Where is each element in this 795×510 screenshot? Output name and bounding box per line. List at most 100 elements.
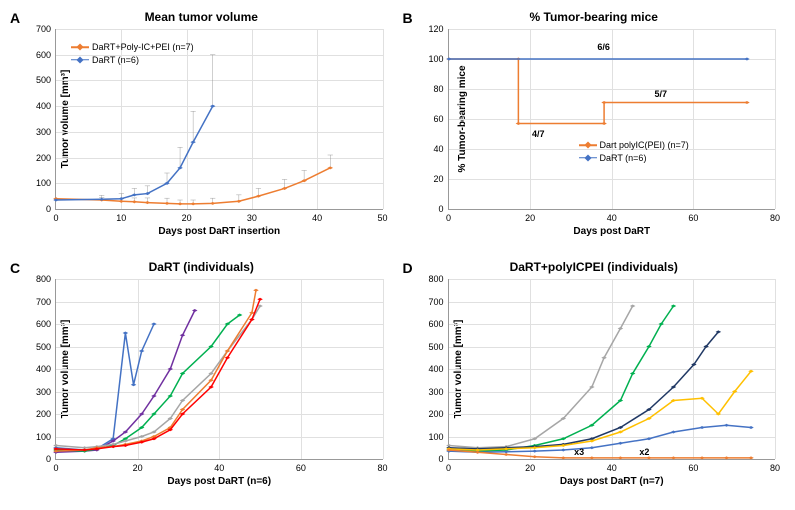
ytick: 800 xyxy=(419,274,444,284)
xlabel: Days post DaRT (n=6) xyxy=(167,476,271,487)
marker xyxy=(225,356,231,359)
ytick: 600 xyxy=(26,50,51,60)
marker xyxy=(139,349,145,352)
xtick: 40 xyxy=(607,213,617,223)
chart-title: % Tumor-bearing mice xyxy=(403,10,786,24)
ytick: 200 xyxy=(419,409,444,419)
xtick: 40 xyxy=(214,463,224,473)
marker xyxy=(132,200,138,203)
xtick: 10 xyxy=(116,213,126,223)
ytick: 0 xyxy=(26,204,51,214)
panel-B: B% Tumor-bearing mice% Tumor-bearing mic… xyxy=(403,10,786,250)
annotation: x2 xyxy=(639,447,649,457)
marker xyxy=(589,456,595,459)
ytick: 400 xyxy=(419,364,444,374)
marker xyxy=(617,456,623,459)
marker xyxy=(744,101,750,104)
ytick: 60 xyxy=(419,114,444,124)
ytick: 400 xyxy=(26,101,51,111)
marker xyxy=(531,455,537,458)
ytick: 0 xyxy=(419,204,444,214)
ytick: 600 xyxy=(26,319,51,329)
ytick: 400 xyxy=(26,364,51,374)
marker xyxy=(670,304,676,307)
chart-area: Tumor volume [mm³]Days post DaRT (n=7)01… xyxy=(448,279,776,460)
marker xyxy=(748,426,754,429)
ytick: 500 xyxy=(419,342,444,352)
chart-title: DaRT+polyICPEI (individuals) xyxy=(403,260,786,274)
ytick: 0 xyxy=(419,454,444,464)
xtick: 0 xyxy=(53,213,58,223)
plot-svg xyxy=(56,279,383,459)
marker xyxy=(744,57,750,60)
gridline xyxy=(775,29,776,209)
annotation: 5/7 xyxy=(654,89,667,99)
series-line xyxy=(449,306,633,448)
ytick: 700 xyxy=(26,24,51,34)
panel-C: CDaRT (individuals)Tumor volume [mm³]Day… xyxy=(10,260,393,500)
legend-item: Dart polyIC(PEI) (n=7) xyxy=(579,139,689,152)
ytick: 300 xyxy=(419,387,444,397)
marker xyxy=(190,202,196,205)
ytick: 600 xyxy=(419,319,444,329)
marker xyxy=(531,450,537,453)
xlabel: Days post DaRT insertion xyxy=(158,226,280,237)
series-line xyxy=(56,168,330,204)
gridline xyxy=(383,279,384,459)
marker xyxy=(225,349,231,352)
legend-item: DaRT (n=6) xyxy=(71,54,194,67)
ytick: 100 xyxy=(26,432,51,442)
marker xyxy=(192,309,198,312)
marker xyxy=(601,101,607,104)
marker xyxy=(617,327,623,330)
chart-title: DaRT (individuals) xyxy=(10,260,393,274)
marker xyxy=(731,390,737,393)
xtick: 80 xyxy=(770,463,780,473)
ytick: 100 xyxy=(419,54,444,64)
marker xyxy=(629,304,635,307)
marker xyxy=(210,202,216,205)
marker xyxy=(180,334,186,337)
xtick: 0 xyxy=(53,463,58,473)
xtick: 20 xyxy=(133,463,143,473)
ytick: 700 xyxy=(26,297,51,307)
series-line xyxy=(449,371,751,450)
series-line xyxy=(56,106,213,200)
chart-title: Mean tumor volume xyxy=(10,10,393,24)
plot-svg xyxy=(449,29,776,209)
annotation: 6/6 xyxy=(597,42,610,52)
ytick: 200 xyxy=(26,409,51,419)
marker xyxy=(629,372,635,375)
marker xyxy=(257,298,263,301)
legend: Dart polyIC(PEI) (n=7)DaRT (n=6) xyxy=(579,139,689,164)
marker xyxy=(131,383,137,386)
marker xyxy=(560,456,566,459)
marker xyxy=(177,202,183,205)
marker xyxy=(145,201,151,204)
series-line xyxy=(449,306,673,451)
ytick: 80 xyxy=(419,84,444,94)
marker xyxy=(646,345,652,348)
marker xyxy=(249,318,255,321)
legend-label: DaRT+Poly-IC+PEI (n=7) xyxy=(92,41,194,54)
ytick: 100 xyxy=(26,178,51,188)
xtick: 0 xyxy=(446,213,451,223)
ytick: 500 xyxy=(26,75,51,85)
marker xyxy=(723,456,729,459)
ytick: 100 xyxy=(419,432,444,442)
marker xyxy=(748,456,754,459)
marker xyxy=(601,356,607,359)
xlabel: Days post DaRT (n=7) xyxy=(560,476,664,487)
marker xyxy=(589,446,595,449)
annotation: 4/7 xyxy=(532,129,545,139)
panel-D: DDaRT+polyICPEI (individuals)Tumor volum… xyxy=(403,260,786,500)
chart-area: Tumor volume [mm³]Days post DaRT inserti… xyxy=(55,29,383,210)
xtick: 0 xyxy=(446,463,451,473)
series-line xyxy=(449,59,747,124)
xtick: 40 xyxy=(312,213,322,223)
chart-area: % Tumor-bearing miceDays post DaRT020406… xyxy=(448,29,776,210)
marker xyxy=(151,394,157,397)
panel-label: C xyxy=(10,260,20,276)
ytick: 0 xyxy=(26,454,51,464)
xtick: 50 xyxy=(377,213,387,223)
